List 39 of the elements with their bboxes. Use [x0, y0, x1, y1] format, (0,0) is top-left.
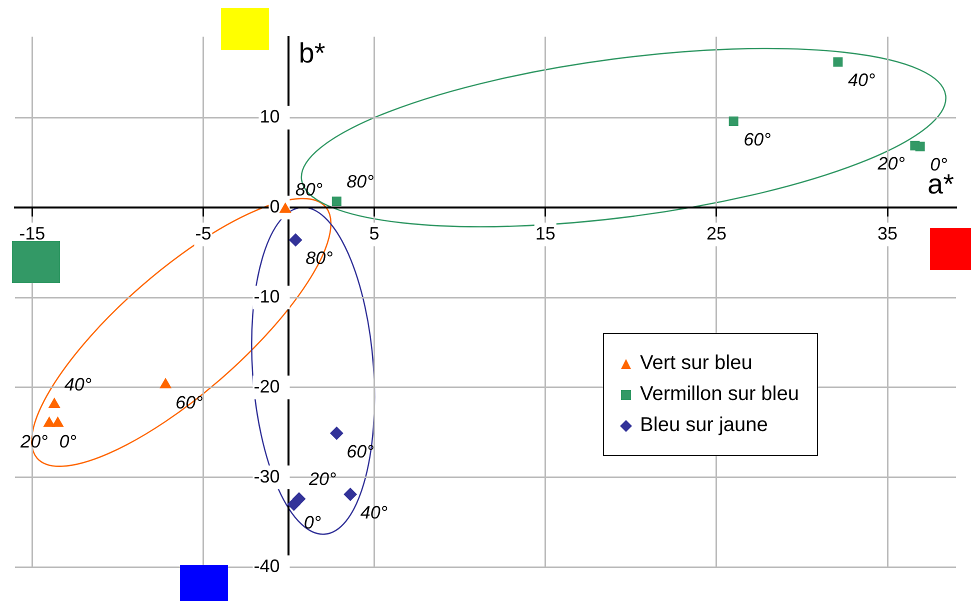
- annotation: 0°: [59, 431, 76, 452]
- annotation: 40°: [360, 502, 388, 522]
- x-tick-label: 5: [369, 223, 380, 244]
- point: [48, 398, 60, 408]
- x-tick-label: 25: [706, 223, 726, 244]
- annotation: 40°: [848, 70, 876, 90]
- point: [910, 140, 920, 150]
- point: [280, 202, 292, 213]
- point: [160, 378, 172, 388]
- point: [330, 426, 344, 440]
- y-tick-label: 10: [260, 106, 289, 127]
- point: [44, 416, 55, 427]
- point: [728, 116, 738, 126]
- annotation: 60°: [744, 129, 771, 150]
- annotation: 20°: [308, 468, 336, 489]
- legend-label: Vermillon sur bleu: [640, 383, 799, 406]
- x-tick-label: -15: [19, 223, 46, 244]
- y-tick-label: -10: [254, 286, 289, 306]
- annotation: 0°: [304, 512, 322, 532]
- x-tick-label: 35: [878, 223, 898, 244]
- annotation: 20°: [876, 154, 905, 174]
- x-tick-label: 15: [535, 223, 556, 244]
- legend-label: Vert sur bleu: [640, 352, 752, 375]
- legend-label: Bleu sur jaune: [640, 414, 768, 437]
- y-tick-label: -40: [254, 556, 289, 576]
- point: [344, 488, 357, 501]
- point: [292, 492, 306, 506]
- y-tick-label: -30: [254, 466, 289, 486]
- annotation: 40°: [64, 374, 92, 394]
- annotation: 20°: [20, 431, 48, 452]
- y-tick-label: 0: [270, 196, 289, 217]
- point: [332, 196, 342, 206]
- point: [52, 416, 64, 427]
- x-tick-label: -5: [195, 223, 212, 244]
- point: [833, 57, 843, 67]
- y-axis-title: b*: [298, 38, 326, 69]
- annotation: 80°: [346, 171, 374, 192]
- point: [289, 233, 302, 246]
- y-tick-label: -20: [254, 376, 289, 396]
